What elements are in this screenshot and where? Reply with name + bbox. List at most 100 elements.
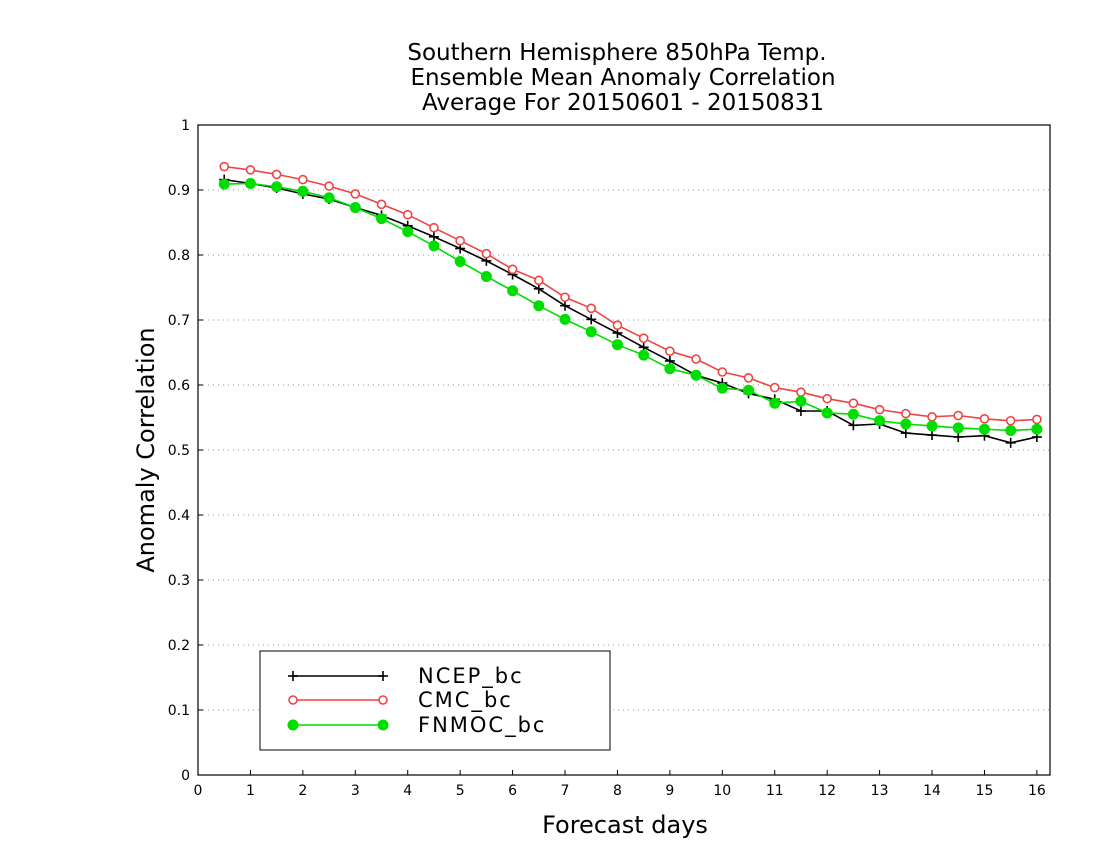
point-fnmoc-bc-15	[611, 339, 623, 351]
y-tick-label-2: 0.2	[168, 638, 190, 654]
x-tick-label-16: 16	[1028, 783, 1046, 799]
point-ncep-bc-27	[927, 430, 938, 441]
legend-marker-start-ncep-bc	[288, 671, 298, 681]
point-cmc-bc-7	[402, 209, 413, 220]
point-fnmoc-bc-7	[402, 226, 414, 238]
x-tick-label-1: 1	[246, 783, 255, 799]
series-cmc-bc	[219, 161, 1042, 426]
point-fnmoc-bc-28	[952, 422, 964, 434]
legend-item-fnmoc-bc: FNMOC_bc	[287, 713, 544, 738]
x-tick-label-4: 4	[403, 783, 412, 799]
point-fnmoc-bc-5	[349, 202, 361, 214]
point-fnmoc-bc-13	[559, 313, 571, 325]
point-fnmoc-bc-17	[664, 363, 676, 375]
point-cmc-bc-24	[848, 398, 859, 409]
point-cmc-bc-26	[901, 408, 911, 419]
point-fnmoc-bc-25	[874, 415, 886, 427]
point-cmc-bc-21	[769, 382, 780, 393]
title-line-1: Southern Hemisphere 850hPa Temp.	[407, 40, 826, 66]
point-cmc-bc-30	[1005, 415, 1016, 426]
point-fnmoc-bc-30	[1005, 425, 1017, 436]
point-ncep-bc-24	[848, 420, 859, 431]
point-cmc-bc-5	[350, 189, 361, 199]
y-tick-label-4: 0.4	[168, 508, 190, 524]
point-cmc-bc-4	[324, 181, 334, 191]
point-cmc-bc-25	[874, 404, 885, 415]
point-fnmoc-bc-18	[690, 369, 702, 381]
y-tick-label-10: 1	[181, 118, 190, 134]
series-fnmoc-bc	[218, 178, 1043, 436]
point-fnmoc-bc-14	[585, 326, 597, 338]
point-fnmoc-bc-19	[716, 382, 728, 394]
x-tick-label-5: 5	[456, 783, 465, 799]
point-cmc-bc-29	[979, 413, 990, 424]
point-fnmoc-bc-8	[428, 240, 440, 252]
series-layer	[218, 161, 1043, 448]
point-fnmoc-bc-10	[480, 270, 492, 282]
point-ncep-bc-8	[428, 231, 439, 242]
point-cmc-bc-27	[927, 412, 937, 422]
point-cmc-bc-12	[533, 275, 544, 286]
y-tick-label-8: 0.8	[168, 248, 190, 264]
point-fnmoc-bc-23	[821, 407, 833, 419]
point-cmc-bc-20	[743, 373, 754, 383]
point-cmc-bc-13	[560, 292, 570, 303]
point-cmc-bc-16	[638, 333, 649, 344]
x-tick-label-9: 9	[665, 783, 674, 799]
legend-marker-end-ncep-bc	[378, 671, 388, 681]
point-cmc-bc-8	[429, 222, 439, 233]
grid-lines	[198, 189, 1050, 711]
point-cmc-bc-3	[298, 174, 308, 185]
point-cmc-bc-31	[1032, 414, 1042, 425]
point-fnmoc-bc-27	[926, 420, 938, 432]
point-cmc-bc-19	[717, 367, 728, 377]
y-tick-label-3: 0.3	[168, 573, 190, 589]
y-tick-label-1: 0.1	[168, 703, 190, 719]
x-tick-label-6: 6	[508, 783, 517, 799]
point-cmc-bc-14	[586, 303, 597, 314]
legend-marker-start-fnmoc-bc	[287, 719, 299, 731]
title-line-2: Ensemble Mean Anomaly Correlation	[410, 65, 835, 91]
x-tick-label-10: 10	[713, 783, 731, 799]
point-cmc-bc-28	[953, 410, 964, 421]
series-line-ncep-bc	[224, 178, 1038, 444]
x-tick-label-0: 0	[194, 783, 203, 799]
series-line-fnmoc-bc	[224, 182, 1037, 432]
x-tick-label-15: 15	[976, 783, 994, 799]
point-ncep-bc-28	[953, 432, 964, 442]
legend-label-cmc-bc: CMC_bc	[418, 688, 513, 713]
x-tick-label-11: 11	[766, 783, 784, 799]
chart-title: Southern Hemisphere 850hPa Temp. Ensembl…	[407, 40, 835, 116]
x-tick-label-7: 7	[561, 783, 570, 799]
legend-marker-end-fnmoc-bc	[377, 719, 389, 731]
point-fnmoc-bc-4	[323, 192, 335, 204]
point-fnmoc-bc-16	[638, 349, 650, 361]
x-tick-label-2: 2	[298, 783, 307, 799]
point-cmc-bc-22	[796, 387, 806, 397]
point-cmc-bc-10	[481, 248, 492, 259]
y-tick-label-5: 0.5	[168, 443, 190, 459]
point-ncep-bc-14	[586, 314, 597, 325]
legend-marker-end-cmc-bc	[378, 695, 388, 705]
point-fnmoc-bc-9	[454, 256, 466, 267]
point-fnmoc-bc-2	[271, 181, 283, 193]
axes: 0 1 2 3 4 5 6 7 8 9 10 11 12 13 14 15 1600.10.20.30.40.5…	[168, 118, 1051, 799]
point-cmc-bc-15	[612, 320, 623, 331]
point-fnmoc-bc-12	[533, 300, 545, 312]
point-cmc-bc-17	[665, 346, 675, 357]
point-ncep-bc-22	[795, 406, 806, 416]
x-tick-label-12: 12	[818, 783, 836, 799]
y-axis-label: Anomaly Correlation	[132, 327, 160, 572]
y-tick-label-7: 0.7	[168, 313, 190, 329]
x-tick-label-8: 8	[613, 783, 622, 799]
point-cmc-bc-2	[271, 169, 282, 180]
series-ncep-bc	[219, 174, 1042, 448]
legend-marker-start-cmc-bc	[288, 695, 298, 705]
point-fnmoc-bc-1	[244, 178, 256, 189]
point-fnmoc-bc-21	[769, 397, 781, 409]
point-cmc-bc-6	[376, 199, 387, 210]
point-cmc-bc-0	[219, 161, 230, 172]
legend-label-ncep-bc: NCEP_bc	[418, 664, 524, 689]
point-fnmoc-bc-3	[297, 185, 309, 197]
